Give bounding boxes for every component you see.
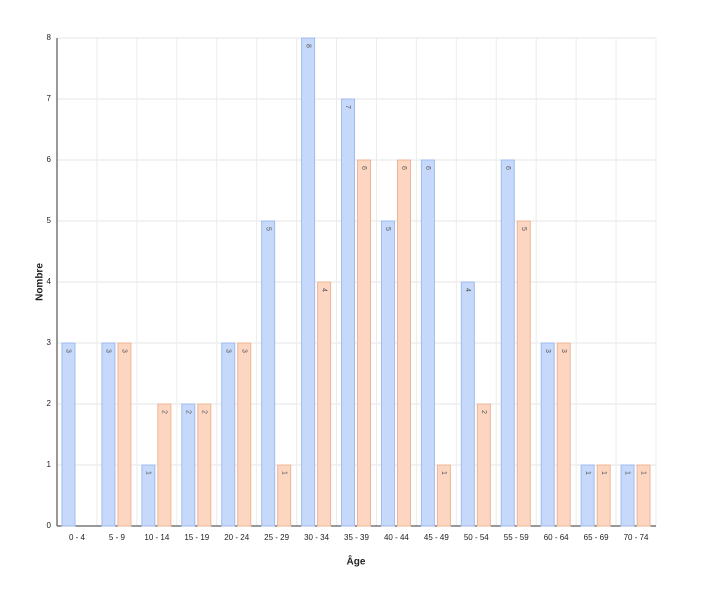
x-tick-label: 5 - 9 xyxy=(109,533,126,542)
bar xyxy=(380,220,395,527)
bar-value-label: 1 xyxy=(145,471,152,475)
bar-value-label: 6 xyxy=(504,166,511,170)
bar-value-label: 3 xyxy=(240,349,247,353)
bar-value-label: 3 xyxy=(544,349,551,353)
y-tick-label: 3 xyxy=(47,338,52,347)
x-tick-label: 0 - 4 xyxy=(69,533,86,542)
bar-value-label: 3 xyxy=(65,349,72,353)
bar xyxy=(540,342,555,527)
bar xyxy=(221,342,236,527)
y-tick-label: 0 xyxy=(47,521,52,530)
bar xyxy=(277,464,292,527)
x-tick-label: 70 - 74 xyxy=(624,533,649,542)
bar xyxy=(596,464,611,527)
x-tick-label: 20 - 24 xyxy=(224,533,249,542)
bar-value-label: 5 xyxy=(264,227,271,231)
bar xyxy=(317,281,332,527)
y-tick-label: 6 xyxy=(47,155,52,164)
bar xyxy=(117,342,132,527)
bar-value-label: 1 xyxy=(440,471,447,475)
x-tick-label: 15 - 19 xyxy=(184,533,209,542)
y-tick-label: 8 xyxy=(47,33,52,42)
bar-value-label: 1 xyxy=(280,471,287,475)
bar xyxy=(157,403,172,527)
bar xyxy=(516,220,531,527)
y-axis-title: Nombre xyxy=(35,263,46,301)
bar xyxy=(396,159,411,527)
bar-value-label: 2 xyxy=(161,410,168,414)
bar-value-label: 4 xyxy=(320,288,327,292)
bar xyxy=(197,403,212,527)
bar-value-label: 2 xyxy=(184,410,191,414)
bar xyxy=(181,403,196,527)
bar-value-label: 3 xyxy=(121,349,128,353)
bar xyxy=(580,464,595,527)
bar-value-label: 1 xyxy=(584,471,591,475)
x-axis-title: Âge xyxy=(347,555,366,568)
x-tick-label: 25 - 29 xyxy=(264,533,289,542)
bar-value-label: 1 xyxy=(624,471,631,475)
y-tick-label: 5 xyxy=(47,216,52,225)
bar-value-label: 1 xyxy=(640,471,647,475)
bar xyxy=(420,159,435,527)
bar xyxy=(261,220,276,527)
bar-value-label: 7 xyxy=(344,105,351,109)
x-tick-label: 60 - 64 xyxy=(544,533,569,542)
x-tick-label: 55 - 59 xyxy=(504,533,529,542)
bar-value-label: 6 xyxy=(360,166,367,170)
y-tick-label: 1 xyxy=(47,460,52,469)
bar-value-label: 6 xyxy=(424,166,431,170)
y-tick-label: 4 xyxy=(47,277,52,286)
bar xyxy=(61,342,76,527)
bar xyxy=(556,342,571,527)
bar xyxy=(476,403,491,527)
bar-value-label: 3 xyxy=(560,349,567,353)
x-tick-label: 30 - 34 xyxy=(304,533,329,542)
bar-value-label: 6 xyxy=(400,166,407,170)
bar-value-label: 3 xyxy=(105,349,112,353)
bar-value-label: 2 xyxy=(200,410,207,414)
bar-value-label: 2 xyxy=(480,410,487,414)
bar xyxy=(301,37,316,527)
bar xyxy=(341,98,356,527)
bar xyxy=(636,464,651,527)
bar-value-label: 5 xyxy=(520,227,527,231)
x-tick-label: 45 - 49 xyxy=(424,533,449,542)
bar-value-label: 5 xyxy=(384,227,391,231)
y-tick-label: 2 xyxy=(47,399,52,408)
bar-value-label: 3 xyxy=(224,349,231,353)
x-tick-label: 40 - 44 xyxy=(384,533,409,542)
bar xyxy=(436,464,451,527)
x-tick-label: 35 - 39 xyxy=(344,533,369,542)
y-tick-label: 7 xyxy=(47,94,52,103)
bar xyxy=(500,159,515,527)
x-tick-label: 10 - 14 xyxy=(144,533,169,542)
bar-value-label: 8 xyxy=(304,44,311,48)
bar xyxy=(460,281,475,527)
x-tick-label: 65 - 69 xyxy=(584,533,609,542)
x-tick-label: 50 - 54 xyxy=(464,533,489,542)
bar xyxy=(141,464,156,527)
bar xyxy=(357,159,372,527)
bar xyxy=(237,342,252,527)
bar-value-label: 4 xyxy=(464,288,471,292)
bar xyxy=(620,464,635,527)
bar xyxy=(101,342,116,527)
bar-value-label: 1 xyxy=(600,471,607,475)
